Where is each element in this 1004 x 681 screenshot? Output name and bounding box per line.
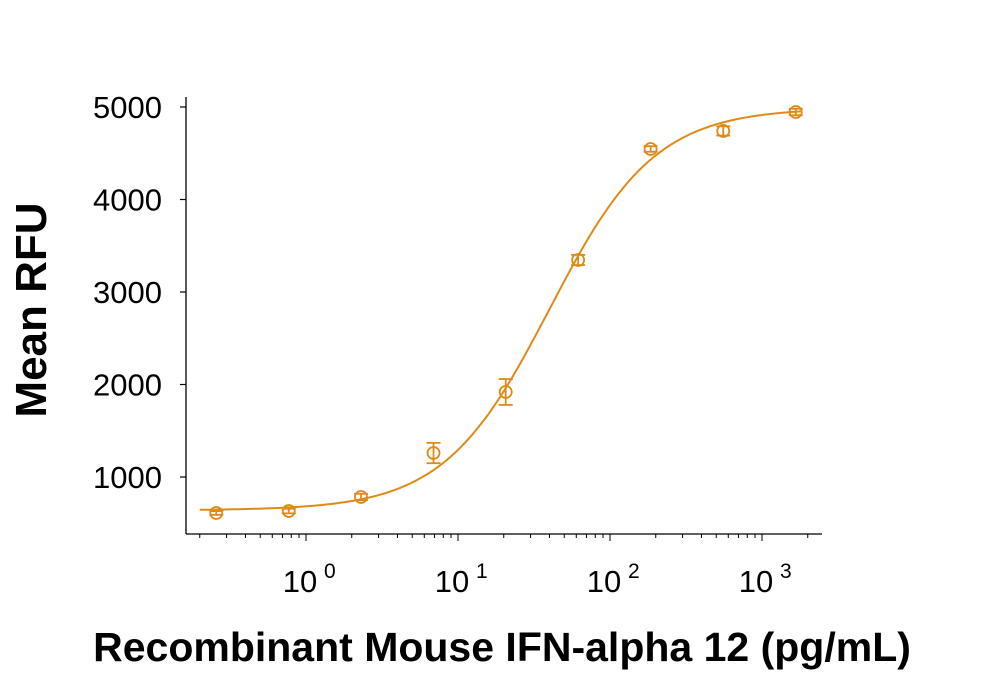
data-points bbox=[209, 105, 803, 520]
data-point bbox=[498, 378, 513, 406]
data-point bbox=[281, 504, 296, 518]
data-point bbox=[643, 142, 658, 156]
y-tick-label: 2000 bbox=[93, 368, 162, 403]
y-tick-label: 5000 bbox=[93, 90, 162, 125]
data-point bbox=[571, 253, 586, 267]
x-axis-label: Recombinant Mouse IFN-alpha 12 (pg/mL) bbox=[93, 624, 911, 670]
fit-curve bbox=[199, 110, 801, 511]
x-tick-exponent: 0 bbox=[324, 560, 336, 583]
data-point bbox=[353, 490, 368, 504]
x-tick-label: 10 bbox=[739, 564, 773, 599]
x-tick-exponent: 2 bbox=[628, 560, 640, 583]
data-point bbox=[426, 441, 441, 465]
x-tick-label: 10 bbox=[587, 564, 621, 599]
x-tick-label: 10 bbox=[435, 564, 469, 599]
x-tick-exponent: 3 bbox=[780, 560, 792, 583]
y-tick-label: 1000 bbox=[93, 460, 162, 495]
x-tick-exponent: 1 bbox=[476, 560, 488, 583]
y-tick-label: 3000 bbox=[93, 275, 162, 310]
data-point bbox=[209, 506, 224, 520]
y-axis-label: Mean RFU bbox=[7, 202, 56, 418]
data-point bbox=[788, 105, 803, 119]
y-tick-label: 4000 bbox=[93, 183, 162, 218]
data-point bbox=[716, 124, 731, 138]
x-tick-label: 10 bbox=[283, 564, 317, 599]
axes: 1000 2000 3000 4000 5000 10 0 10 1 10 2 10 3 bbox=[93, 90, 822, 599]
